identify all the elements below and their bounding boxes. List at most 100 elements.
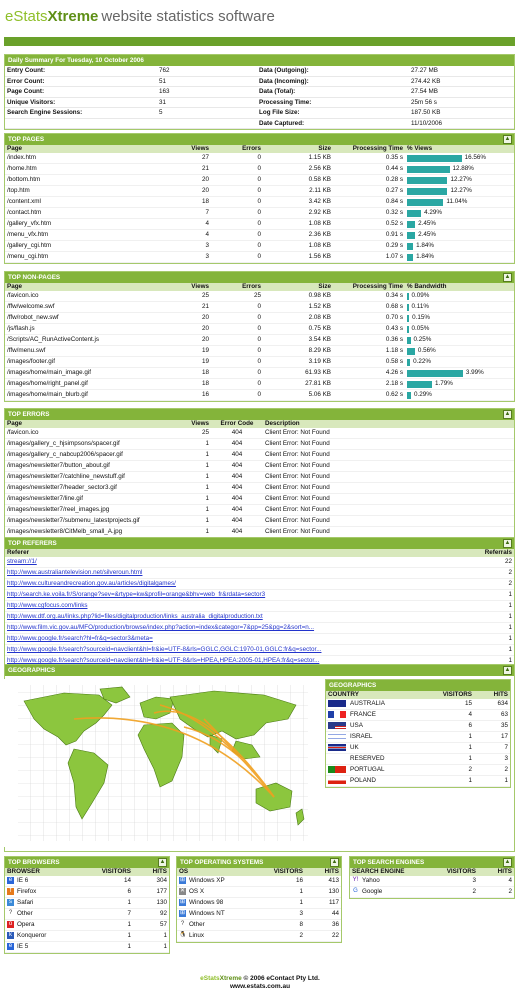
country-name: FRANCE	[350, 711, 376, 718]
collapse-toggle-icon[interactable]: ▲	[503, 539, 512, 548]
collapse-toggle-icon[interactable]: ▲	[158, 858, 167, 867]
page-path[interactable]: /ffw/menu.swf	[5, 345, 183, 357]
visitors-value: 3	[257, 908, 305, 920]
page-path[interactable]: /index.htm	[5, 153, 183, 164]
visitors-value: 1	[426, 775, 474, 787]
page-path[interactable]: /images/footer.gif	[5, 356, 183, 368]
error-page-path[interactable]: /images/newsletter7/catchline_newstuff.g…	[5, 471, 183, 483]
processing-time-value: 0.70 s	[333, 312, 405, 324]
referer-link[interactable]: http://www.cgfocus.com/links	[7, 602, 88, 609]
error-page-path[interactable]: /images/newsletter7/submenu_latestprojec…	[5, 515, 183, 527]
collapse-toggle-icon[interactable]: ▲	[503, 273, 512, 282]
percent-label: 0.56%	[417, 347, 436, 354]
page-path[interactable]: /home.htm	[5, 163, 183, 175]
country-cell: AUSTRALIA	[326, 699, 426, 710]
table-row: /images/newsletter7/reel_images.jpg 1 404 C…	[5, 504, 514, 516]
percent-label: 12.27%	[450, 176, 472, 183]
table-row: POLAND 1 1	[326, 775, 510, 787]
page-path[interactable]: /bottom.htm	[5, 174, 183, 186]
referer-link[interactable]: http://www.google.fr/search?sourceid=nav…	[7, 657, 320, 664]
error-page-path[interactable]: /images/gallery_c_hjsimpsons/spacer.gif	[5, 438, 183, 450]
errors-value: 0	[211, 229, 263, 241]
browser-cell: s Safari	[5, 897, 85, 909]
percent-label: 2.45%	[418, 220, 436, 227]
percent-label: 11.04%	[446, 198, 468, 205]
percent-bar	[407, 242, 414, 250]
page-path[interactable]: /menu_vfx.htm	[5, 229, 183, 241]
country-cell: PORTUGAL	[326, 764, 426, 776]
summary-row: Unique Visitors: 31 Processing Time: 25m 56…	[5, 97, 514, 108]
error-page-path[interactable]: /images/newsletter7/button_about.gif	[5, 460, 183, 472]
referer-link[interactable]: http://www.film.vic.gov.au/MFO/productio…	[7, 624, 315, 631]
collapse-toggle-icon[interactable]: ▲	[503, 135, 512, 144]
error-page-path[interactable]: /images/newsletter7/line.gif	[5, 493, 183, 505]
summary-label: Error Count:	[5, 76, 157, 87]
percent-cell: 12.27%	[405, 185, 514, 197]
page-path[interactable]: /images/home/main_blurb.gif	[5, 389, 183, 401]
page-path[interactable]: /favicon.ico	[5, 291, 183, 302]
summary-value: 163	[157, 86, 257, 98]
top-non-pages-table: Page Views Errors Size Processing Time% Band…	[5, 283, 514, 401]
error-page-path[interactable]: /favicon.ico	[5, 428, 183, 439]
processing-time-value: 0.91 s	[333, 229, 405, 241]
footer-url[interactable]: www.estats.com.au	[229, 983, 291, 990]
page-path[interactable]: /gallery_vfx.htm	[5, 218, 183, 230]
collapse-toggle-icon[interactable]: ▲	[503, 858, 512, 867]
page-path[interactable]: /Scripts/AC_RunActiveContent.js	[5, 334, 183, 346]
column-header: Size	[263, 145, 333, 153]
percent-wrap: 0.29%	[407, 390, 512, 400]
errors-value: 0	[211, 301, 263, 313]
page-path[interactable]: /images/home/main_image.gif	[5, 367, 183, 379]
column-header: Views	[183, 145, 211, 153]
table-row: /images/home/main_image.gif 18 0 61.93 KB 4.…	[5, 367, 514, 379]
page-path[interactable]: /images/home/right_panel.gif	[5, 378, 183, 390]
table-row: http://search.ke.voila.fr/S/orange?sev=&…	[5, 589, 514, 601]
errors-value: 25	[211, 291, 263, 302]
percent-cell: 1.79%	[405, 378, 514, 390]
column-header: Referrals	[465, 549, 514, 557]
page-path[interactable]: /content.xml	[5, 196, 183, 208]
hits-value: 4	[478, 876, 514, 887]
visitors-value: 16	[257, 876, 305, 887]
page-path[interactable]: /ffw/robot_new.swf	[5, 312, 183, 324]
summary-value: 762	[157, 66, 257, 77]
country-cell: FRANCE	[326, 709, 426, 721]
page-path[interactable]: /ffw/welcome.swf	[5, 301, 183, 313]
error-page-path[interactable]: /images/newsletter8/CitMelb_small_A.jpg	[5, 526, 183, 538]
size-value: 5.06 KB	[263, 389, 333, 401]
percent-cell: 0.22%	[405, 356, 514, 368]
hits-value: 3	[474, 753, 510, 765]
referer-link[interactable]: http://www.cultureandrecreation.gov.au/a…	[7, 580, 176, 587]
percent-wrap: 4.29%	[407, 208, 512, 218]
hits-value: 7	[474, 742, 510, 754]
error-page-path[interactable]: /images/newsletter7/reel_images.jpg	[5, 504, 183, 516]
table-row: /index.htm 27 0 1.15 KB 0.35 s 16.56%	[5, 153, 514, 164]
browser-name: IE 6	[17, 877, 29, 884]
page-path[interactable]: /gallery_cgi.htm	[5, 240, 183, 252]
referer-link[interactable]: http://www.google.fr/search?sourceid=nav…	[7, 646, 322, 653]
collapse-toggle-icon[interactable]: ▲	[330, 858, 339, 867]
collapse-toggle-icon[interactable]: ▲	[503, 410, 512, 419]
page-path[interactable]: /menu_cgi.htm	[5, 251, 183, 263]
table-row: ⊞ Windows XP 16 413	[177, 876, 341, 887]
error-page-path[interactable]: /images/gallery_c_nabcup2006/spacer.gif	[5, 449, 183, 461]
referer-link[interactable]: stream://1/	[7, 558, 37, 565]
referer-link[interactable]: http://www.australiantelevision.net/silv…	[7, 569, 143, 576]
referer-link[interactable]: http://www.dtf.org.au/links.php?lid=file…	[7, 613, 263, 620]
country-cell: POLAND	[326, 775, 426, 787]
page-path[interactable]: /js/flash.js	[5, 323, 183, 335]
referer-link[interactable]: http://www.google.fr/search?hl=fr&q=sect…	[7, 635, 153, 642]
referer-link[interactable]: http://search.ke.voila.fr/S/orange?sev=&…	[7, 591, 266, 598]
error-page-path[interactable]: /images/newsletter7/header_sector3.gif	[5, 482, 183, 494]
referrals-value: 1	[465, 589, 514, 601]
column-header: SEARCH ENGINE	[350, 868, 430, 876]
percent-wrap: 0.05%	[407, 324, 512, 334]
os-name: Windows 98	[189, 899, 224, 906]
collapse-toggle-icon[interactable]: ▲	[503, 666, 512, 675]
page-path[interactable]: /top.htm	[5, 185, 183, 197]
percent-wrap: 2.45%	[407, 219, 512, 229]
summary-value: 27.27 MB	[409, 66, 514, 77]
percent-bar	[407, 209, 422, 217]
page-path[interactable]: /contact.htm	[5, 207, 183, 219]
os-cell: ⊞ Windows 98	[177, 897, 257, 909]
